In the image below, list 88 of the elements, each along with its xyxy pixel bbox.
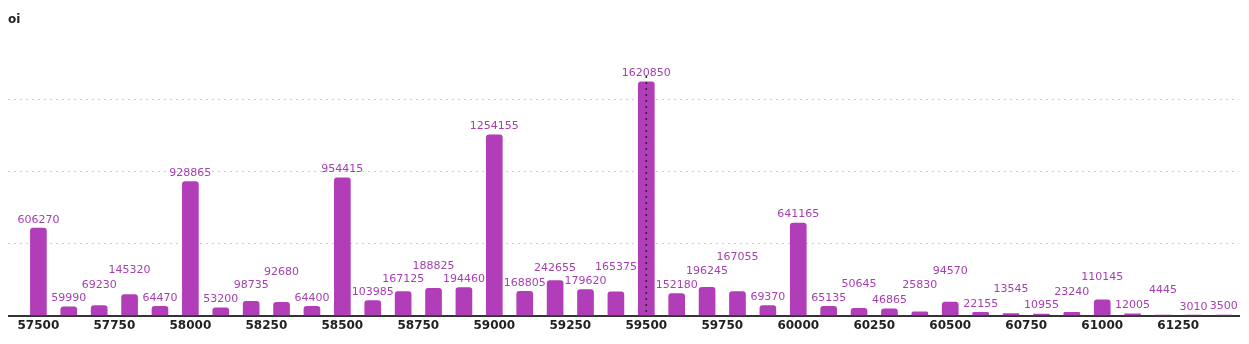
x-tick-label: 59250: [549, 317, 592, 332]
data-label: 167125: [382, 271, 425, 285]
data-label: 1620850: [621, 66, 671, 80]
data-label: 103985: [351, 284, 394, 298]
bar: [30, 227, 47, 316]
x-tick-label: 60000: [777, 317, 820, 332]
data-label: 606270: [17, 212, 60, 226]
bar: [759, 305, 777, 316]
x-tick-label: 60750: [1005, 317, 1048, 332]
x-tick-label: 58000: [169, 317, 212, 332]
bar: [121, 294, 138, 316]
data-label: 165375: [594, 260, 637, 274]
data-label: 92680: [264, 264, 300, 278]
data-label: 12005: [1115, 298, 1151, 312]
data-label: 3500: [1209, 299, 1238, 313]
bar: [90, 305, 108, 316]
bar: [637, 81, 655, 316]
data-label: 928865: [169, 166, 212, 179]
data-label: 23240: [1054, 284, 1090, 298]
data-label: 59990: [51, 291, 87, 305]
data-label: 194460: [442, 271, 485, 285]
data-label: 69370: [750, 289, 786, 303]
bar: [364, 300, 382, 316]
bar: [698, 286, 716, 316]
bar: [546, 280, 564, 316]
x-tick-label: 59500: [625, 317, 668, 332]
bar: [789, 222, 807, 316]
x-tick-label: 58250: [245, 317, 288, 332]
bar: [881, 308, 898, 316]
x-tick-label: 60250: [853, 317, 896, 332]
bar: [334, 177, 351, 316]
x-tick-label: 57750: [93, 317, 136, 332]
x-tick-label: 58500: [321, 317, 364, 332]
bar: [729, 291, 746, 316]
data-label: 242655: [534, 260, 577, 274]
bar: [425, 288, 442, 316]
x-tick-label: 57500: [17, 317, 60, 332]
bar: [516, 290, 534, 316]
bar: [182, 181, 199, 316]
x-tick-label: 59750: [701, 317, 744, 332]
data-label: 168805: [503, 275, 546, 289]
bar: [1093, 299, 1111, 316]
data-label: 167055: [716, 249, 759, 263]
data-label: 50645: [841, 276, 877, 290]
bar: [151, 305, 169, 316]
data-label: 53200: [203, 292, 239, 306]
data-label: 22155: [963, 296, 999, 310]
data-label: 10955: [1023, 298, 1059, 312]
data-label: 3010: [1179, 299, 1208, 313]
data-label: 98735: [233, 277, 269, 291]
data-label: 196245: [686, 263, 729, 277]
bar: [242, 301, 260, 316]
bar: [668, 293, 686, 316]
data-label: 179620: [564, 274, 607, 288]
data-label: 188825: [412, 258, 455, 272]
bar: [303, 305, 321, 316]
data-label: 94570: [932, 264, 968, 278]
x-tick-label: 60500: [929, 317, 972, 332]
data-label: 46865: [871, 293, 907, 307]
data-label: 13545: [993, 282, 1029, 296]
x-tick-label: 59000: [473, 317, 516, 332]
bar: [577, 289, 594, 316]
data-label: 152180: [655, 278, 698, 292]
data-label: 4445: [1149, 283, 1178, 297]
bar: [941, 301, 959, 316]
bar: [485, 134, 503, 316]
data-label: 64400: [294, 290, 330, 304]
data-label: 110145: [1081, 270, 1124, 284]
text: oi: [8, 12, 21, 27]
data-label: 641165: [777, 207, 820, 221]
x-tick-label: 58750: [397, 317, 440, 332]
bar: [820, 305, 837, 316]
x-tick-label: 61250: [1157, 317, 1200, 332]
bar: [273, 301, 290, 316]
bar: [607, 291, 625, 316]
data-label: 145320: [108, 263, 151, 276]
data-label: 65135: [811, 290, 847, 304]
data-label: 25830: [902, 278, 938, 292]
data-label: 69230: [81, 277, 117, 291]
bar: [850, 307, 868, 316]
x-tick-label: 61000: [1081, 317, 1124, 332]
bar: [455, 287, 473, 316]
bar: [394, 291, 412, 316]
bar: [212, 307, 230, 316]
data-label: 1254155: [469, 119, 519, 133]
data-label: 64470: [142, 290, 178, 304]
data-label: 954415: [321, 162, 364, 176]
bar: [60, 306, 78, 316]
